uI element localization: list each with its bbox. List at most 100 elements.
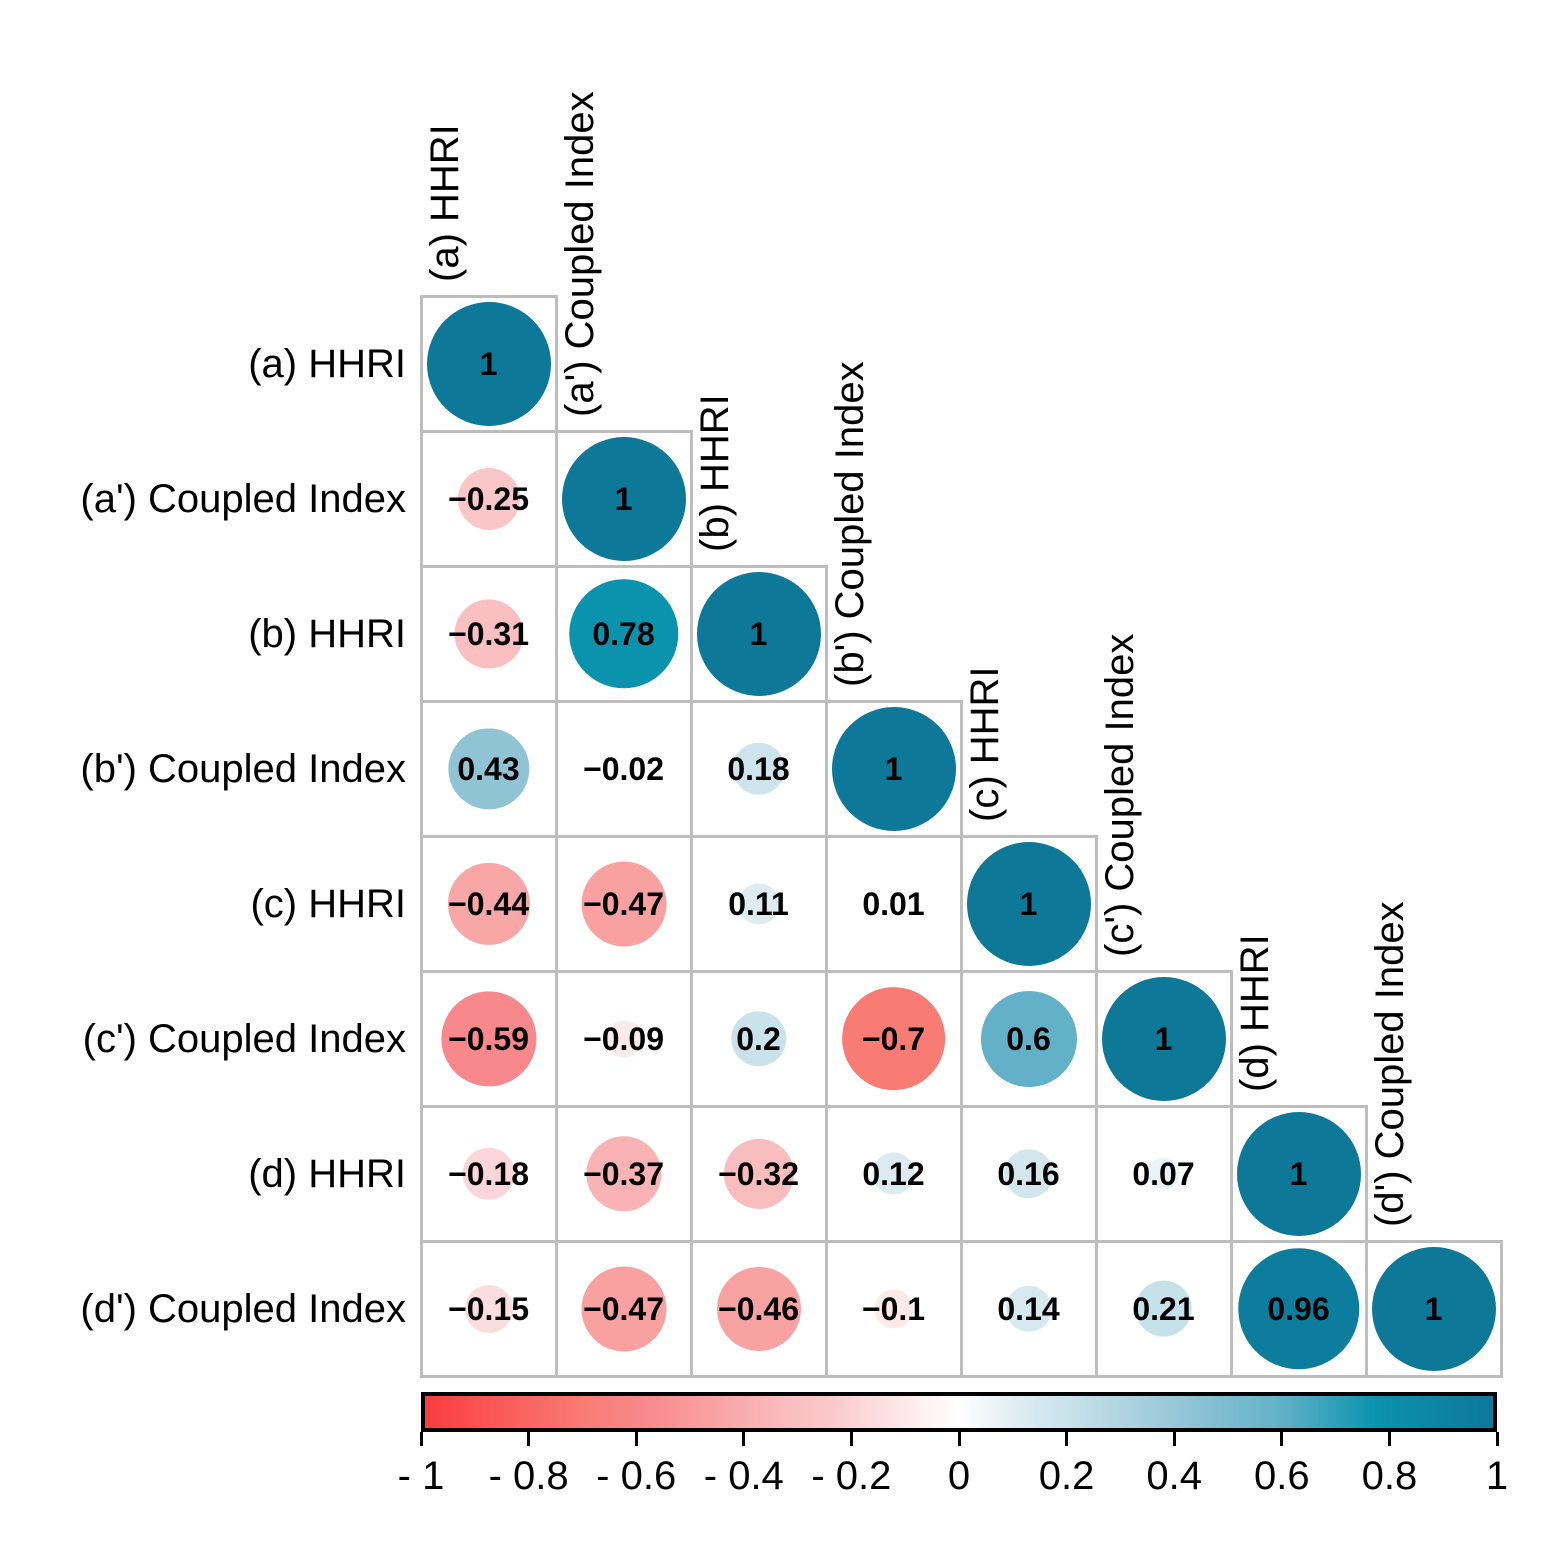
matrix-cell: 0.07 [1094, 1104, 1233, 1243]
matrix-cell: 0.78 [554, 564, 693, 703]
column-label: (a) HHRI [422, 124, 467, 282]
correlation-circle [831, 706, 956, 831]
matrix-cell: 0.11 [689, 834, 828, 973]
row-label: (d') Coupled Index [80, 1286, 406, 1331]
correlation-value: −0.46 [718, 1290, 799, 1327]
matrix-cell: 1 [959, 834, 1098, 973]
matrix-cell: 1 [1094, 969, 1233, 1108]
correlation-circle [1135, 1280, 1192, 1337]
correlation-value: −0.37 [583, 1155, 664, 1192]
correlation-circle [696, 571, 821, 696]
column-label: (b) HHRI [692, 394, 737, 552]
correlation-value: −0.59 [448, 1020, 529, 1057]
correlation-value: 0.01 [862, 885, 925, 922]
correlation-value: 0.6 [1006, 1020, 1051, 1057]
matrix-cell: −0.1 [824, 1239, 963, 1378]
correlation-circle [464, 1284, 513, 1333]
colorbar-tick-label: 1 [1485, 1454, 1509, 1498]
correlation-circle [730, 1010, 787, 1067]
colorbar-tick [1172, 1432, 1176, 1446]
correlation-value: −0.1 [861, 1290, 926, 1327]
matrix-cell: 0.18 [689, 699, 828, 838]
correlation-value: −0.02 [583, 750, 664, 787]
correlation-circle [980, 990, 1077, 1087]
colorbar-tick [1280, 1432, 1284, 1446]
correlation-value: −0.18 [448, 1155, 529, 1192]
colorbar-tick-label: - 0.8 [488, 1454, 569, 1498]
column-label: (b') Coupled Index [827, 361, 872, 687]
correlation-value: 1 [1289, 1155, 1308, 1192]
correlation-value: 0.21 [1132, 1290, 1195, 1327]
matrix-cell: 1 [689, 564, 828, 703]
matrix-cell: 0.12 [824, 1104, 963, 1243]
correlation-value: −0.7 [861, 1020, 926, 1057]
column-label: (c) HHRI [962, 666, 1007, 822]
correlation-circle [457, 467, 520, 530]
correlation-circle [873, 1288, 914, 1329]
colorbar-tick [419, 1432, 423, 1446]
correlation-circle [447, 862, 530, 945]
correlation-value: 0.18 [727, 750, 790, 787]
matrix-cell: −0.25 [419, 429, 558, 568]
correlation-circle [1371, 1246, 1496, 1371]
matrix-cell: 0.21 [1094, 1239, 1233, 1378]
column-label: (d') Coupled Index [1367, 901, 1412, 1227]
correlation-value: 1 [1154, 1020, 1173, 1057]
row-label: (d) HHRI [248, 1151, 406, 1196]
correlation-value: 0.16 [997, 1155, 1060, 1192]
correlation-value: −0.47 [583, 1290, 664, 1327]
colorbar-tick-label: 0.2 [1038, 1454, 1095, 1498]
correlation-circle [737, 882, 780, 925]
correlation-value: 1 [479, 345, 498, 382]
matrix-cell: 0.6 [959, 969, 1098, 1108]
colorbar-tick [1065, 1432, 1069, 1446]
matrix-cell: −0.7 [824, 969, 963, 1108]
matrix-cell: 0.96 [1229, 1239, 1368, 1378]
correlation-value: 0.07 [1132, 1155, 1195, 1192]
correlation-circle [440, 990, 537, 1087]
row-label: (a) HHRI [248, 341, 406, 386]
row-label: (c) HHRI [250, 881, 406, 926]
correlation-circle [614, 759, 633, 778]
colorbar-tick-label: 0 [947, 1454, 971, 1498]
colorbar-tick [1495, 1432, 1499, 1446]
colorbar-tick-label: - 0.4 [703, 1454, 784, 1498]
matrix-cell: 0.43 [419, 699, 558, 838]
matrix-cell: 1 [419, 294, 558, 433]
colorbar-tick [957, 1432, 961, 1446]
correlation-circle [462, 1147, 515, 1200]
row-label: (b') Coupled Index [80, 746, 406, 791]
correlation-value: −0.31 [448, 615, 529, 652]
correlation-value: 1 [614, 480, 633, 517]
correlation-value: −0.47 [583, 885, 664, 922]
correlation-value: 1 [884, 750, 903, 787]
colorbar-tick [634, 1432, 638, 1446]
correlation-value: −0.44 [448, 885, 529, 922]
correlation-circle [716, 1266, 801, 1351]
correlation-value: 0.11 [728, 885, 789, 922]
correlation-circle [841, 986, 946, 1091]
row-label: (a') Coupled Index [80, 476, 406, 521]
matrix-cell: −0.15 [419, 1239, 558, 1378]
matrix-cell: −0.02 [554, 699, 693, 838]
colorbar-tick [1387, 1432, 1391, 1446]
correlation-circle [723, 1138, 794, 1209]
correlation-circle [568, 578, 679, 689]
correlation-value: 1 [749, 615, 768, 652]
correlation-value: 0.43 [457, 750, 520, 787]
colorbar-tick-label: - 0.6 [596, 1454, 677, 1498]
colorbar-tick-label: - 0.2 [811, 1454, 892, 1498]
matrix-cell: −0.31 [419, 564, 558, 703]
matrix-cell: 0.01 [824, 834, 963, 973]
correlation-value: 1 [1424, 1290, 1443, 1327]
correlation-value: 1 [1019, 885, 1038, 922]
matrix-cell: −0.37 [554, 1104, 693, 1243]
column-label: (a') Coupled Index [557, 91, 602, 417]
correlation-value: 0.96 [1267, 1290, 1330, 1327]
colorbar-tick-label: 0.4 [1146, 1454, 1202, 1498]
correlation-circle [604, 1019, 643, 1058]
correlation-circle [447, 727, 530, 810]
correlation-circle [581, 1266, 666, 1351]
correlation-value: 0.78 [592, 615, 655, 652]
